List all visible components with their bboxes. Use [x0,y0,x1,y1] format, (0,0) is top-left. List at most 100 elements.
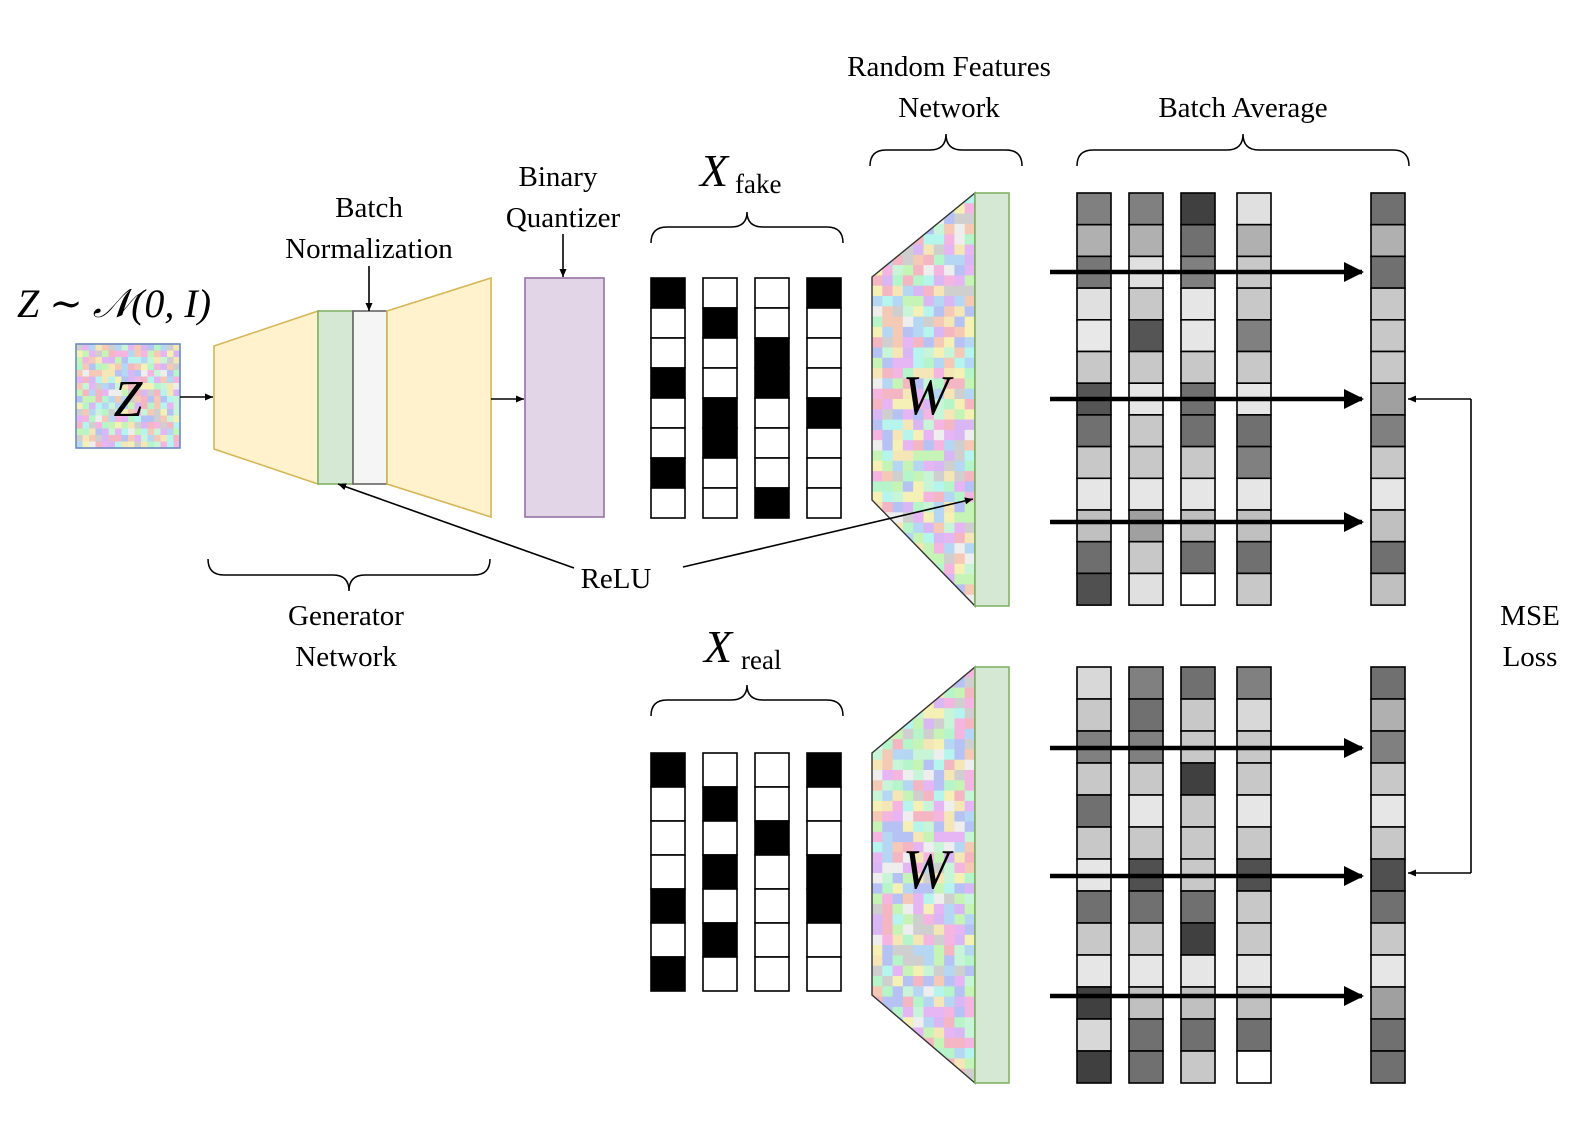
x-fake-bit [702,307,738,339]
real-feature-cell [1128,922,1164,956]
quantizer-label-line1: Binary [519,161,598,193]
x-real-brace [650,684,844,717]
x-real-bit [806,752,842,788]
fake-average-cell [1370,287,1406,321]
fake-feature-cell [1076,540,1112,575]
x-fake-bit [806,367,842,399]
w-label-top: W [903,365,954,427]
real-feature-cell [1076,986,1112,1020]
fake-feature-cell [1076,572,1112,606]
fake-feature-cell [1180,192,1216,226]
averaging-arrows [1050,262,1364,1006]
x-real-bit [702,888,738,924]
mse-label-line1: MSE [1500,600,1560,632]
x-real-bit [754,786,790,822]
real-feature-cell [1236,954,1272,988]
fake-feature-cell [1180,287,1216,321]
fake-average-cell [1370,509,1406,543]
rf-output-top [974,192,1010,607]
fake-feature-cell [1236,350,1272,385]
x-real-bit [702,786,738,822]
real-feature-cell [1076,826,1112,860]
generator-label-line2: Network [295,641,397,673]
real-average-cell [1370,666,1406,700]
x-real-bit [806,888,842,924]
real-average-cell [1370,698,1406,732]
real-feature-cell [1236,890,1272,924]
fake-feature-cell [1236,223,1272,258]
x-real-bit [702,956,738,992]
real-feature-cell [1128,1018,1164,1052]
relu-to-generator-arrow [337,483,575,569]
real-feature-cell [1076,954,1112,988]
x-fake-bit [754,457,790,489]
real-feature-cell [1128,954,1164,988]
quantizer-label-line2: Quantizer [506,202,621,234]
x-real-bit [650,820,686,856]
x-fake-bit [650,307,686,339]
x-fake-bit [754,487,790,519]
fake-feature-cell [1076,509,1112,543]
real-average-cell [1370,762,1406,796]
x-fake-bit [702,427,738,459]
fake-feature-cell [1236,192,1272,226]
x-real-bit [650,888,686,924]
x-fake-bit [650,367,686,399]
rf-label-line1: Random Features [847,51,1051,83]
x-fake-bit [702,457,738,489]
batchnorm-grey-layer [352,310,388,485]
fake-feature-cell [1076,350,1112,385]
relu-to-rf-arrow [682,497,974,568]
fake-feature-cell [1076,414,1112,448]
x-real-bit [754,888,790,924]
generator-label-line1: Generator [288,600,404,632]
real-feature-cell [1236,922,1272,956]
x-real-bits [650,752,842,992]
x-real-bit [702,922,738,958]
fake-feature-cell [1128,223,1164,258]
x-fake-bit [806,307,842,339]
real-feature-cell [1236,1018,1272,1052]
fake-average-cell [1370,477,1406,511]
x-fake-bit [806,277,842,309]
real-feature-cell [1180,922,1216,956]
x-fake-bit [650,427,686,459]
fake-feature-cell [1180,445,1216,480]
fake-feature-cell [1076,318,1112,353]
real-feature-cell [1180,698,1216,732]
mse-label-line2: Loss [1503,641,1558,673]
fake-feature-cell [1236,540,1272,575]
rf-brace [869,133,1023,167]
x-real-bit [702,820,738,856]
fake-feature-cell [1180,477,1216,511]
x-real-bit [650,786,686,822]
real-average-cell [1370,1018,1406,1052]
x-real-bit [650,854,686,890]
fake-feature-cell [1128,477,1164,511]
real-feature-cell [1076,1018,1112,1052]
fake-average-cell [1370,255,1406,289]
z-box-label: Z [114,371,144,428]
real-average-cell [1370,922,1406,956]
svg-text:X: X [698,145,730,196]
svg-text:real: real [741,645,781,675]
real-feature-cell [1076,698,1112,732]
x-fake-bit [702,277,738,309]
x-real-bit [806,786,842,822]
fake-feature-cell [1076,192,1112,226]
x-fake-bit [650,397,686,429]
batchnorm-label-line1: Batch [335,192,403,224]
x-fake-bit [702,487,738,519]
real-feature-vectors [1076,666,1406,1084]
fake-feature-cell [1180,318,1216,353]
x-fake-bit [754,337,790,369]
real-feature-cell [1128,794,1164,828]
binary-quantizer [524,277,605,518]
generator-brace [207,558,491,592]
x-real-bit [754,854,790,890]
random-features-bottom: W [871,665,1010,1085]
fake-feature-cell [1128,540,1164,575]
x-fake-bit [754,277,790,309]
real-feature-cell [1076,794,1112,828]
generator-input-layer [213,309,319,486]
